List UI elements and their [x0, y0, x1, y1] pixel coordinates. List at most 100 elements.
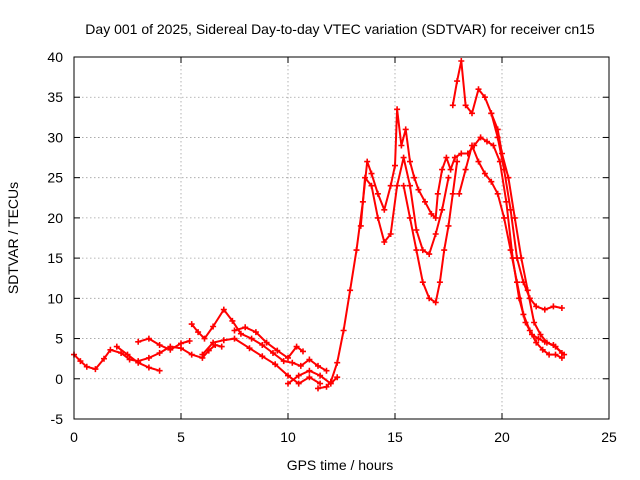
data-point	[374, 190, 381, 197]
chart-title: Day 001 of 2025, Sidereal Day-to-day VTE…	[85, 21, 595, 37]
data-point	[411, 174, 418, 181]
y-tick-label: 15	[47, 250, 63, 266]
data-point	[357, 222, 364, 229]
data-point	[488, 110, 495, 117]
data-point	[353, 247, 360, 254]
data-point	[237, 330, 244, 337]
data-point	[347, 287, 354, 294]
data-point	[297, 362, 304, 369]
data-point	[186, 338, 193, 344]
data-point	[481, 170, 488, 177]
series-trace-i	[357, 154, 452, 258]
data-point	[285, 354, 291, 361]
data-point	[432, 214, 439, 221]
data-point	[400, 154, 407, 161]
data-point	[188, 321, 195, 328]
series-trace-l	[456, 142, 565, 361]
data-point	[546, 351, 553, 358]
x-tick-label: 5	[177, 429, 185, 445]
series-trace-c	[135, 335, 193, 353]
data-point	[432, 231, 439, 237]
data-point	[285, 372, 291, 379]
data-point	[272, 361, 279, 368]
data-point	[220, 337, 227, 344]
data-point	[274, 347, 281, 354]
data-point	[439, 206, 446, 213]
series-layer	[71, 58, 568, 392]
data-point	[362, 174, 368, 181]
data-point	[458, 58, 465, 64]
data-point	[520, 311, 527, 318]
data-point	[83, 363, 90, 370]
data-point	[135, 359, 142, 366]
data-point	[340, 327, 347, 334]
data-point	[505, 174, 512, 181]
data-point	[315, 362, 321, 369]
y-tick-label: 30	[47, 129, 63, 145]
data-point	[533, 339, 540, 346]
data-point	[526, 327, 533, 334]
data-point	[443, 154, 450, 161]
data-point	[428, 210, 435, 217]
data-point	[167, 346, 174, 353]
data-point	[511, 214, 518, 221]
series-trace-h	[315, 106, 565, 392]
data-point	[387, 182, 394, 189]
data-point	[441, 247, 448, 254]
data-point	[248, 335, 255, 342]
data-point	[259, 342, 266, 348]
series-trace-m	[488, 110, 568, 358]
data-point	[398, 142, 405, 149]
y-tick-label: 5	[55, 331, 63, 347]
data-point	[531, 319, 538, 326]
data-point	[135, 338, 142, 345]
data-point	[306, 374, 313, 381]
data-point	[415, 186, 422, 193]
data-point	[145, 335, 152, 342]
data-point	[494, 190, 501, 197]
data-point	[280, 358, 287, 365]
data-point	[285, 380, 291, 387]
data-point	[210, 339, 217, 346]
data-point	[156, 350, 163, 356]
data-point	[456, 190, 463, 197]
y-tick-label: 20	[47, 210, 63, 226]
y-axis-label: SDTVAR / TECUs	[5, 182, 21, 294]
series-trace-j	[400, 158, 461, 306]
data-point	[541, 306, 548, 313]
data-point	[145, 364, 152, 371]
x-tick-label: 10	[280, 429, 296, 445]
series-trace-b	[113, 343, 163, 374]
series-trace-k	[449, 58, 565, 313]
data-point	[454, 158, 461, 165]
data-point	[368, 182, 375, 189]
data-point	[113, 343, 120, 350]
data-point	[499, 150, 505, 157]
data-point	[475, 86, 482, 93]
data-point	[518, 255, 525, 262]
data-point	[317, 380, 324, 387]
data-point	[552, 343, 559, 350]
data-point	[426, 295, 433, 302]
series-line	[73, 344, 223, 371]
data-point	[300, 348, 306, 355]
data-point	[145, 354, 152, 361]
data-point	[220, 306, 227, 313]
series-trace-f	[199, 335, 324, 387]
data-point	[381, 206, 388, 213]
data-point	[317, 372, 324, 379]
data-point	[201, 335, 208, 342]
y-tick-label: 40	[47, 49, 63, 65]
data-point	[477, 134, 484, 141]
data-point	[419, 279, 426, 286]
data-point	[501, 214, 508, 221]
data-point	[434, 190, 441, 197]
data-point	[92, 366, 99, 373]
series-line	[190, 308, 328, 372]
y-tick-label: 35	[47, 89, 63, 105]
data-point	[533, 303, 540, 310]
data-point	[537, 331, 544, 338]
data-point	[295, 380, 302, 387]
y-tick-label: 25	[47, 170, 63, 186]
data-point	[436, 279, 443, 286]
